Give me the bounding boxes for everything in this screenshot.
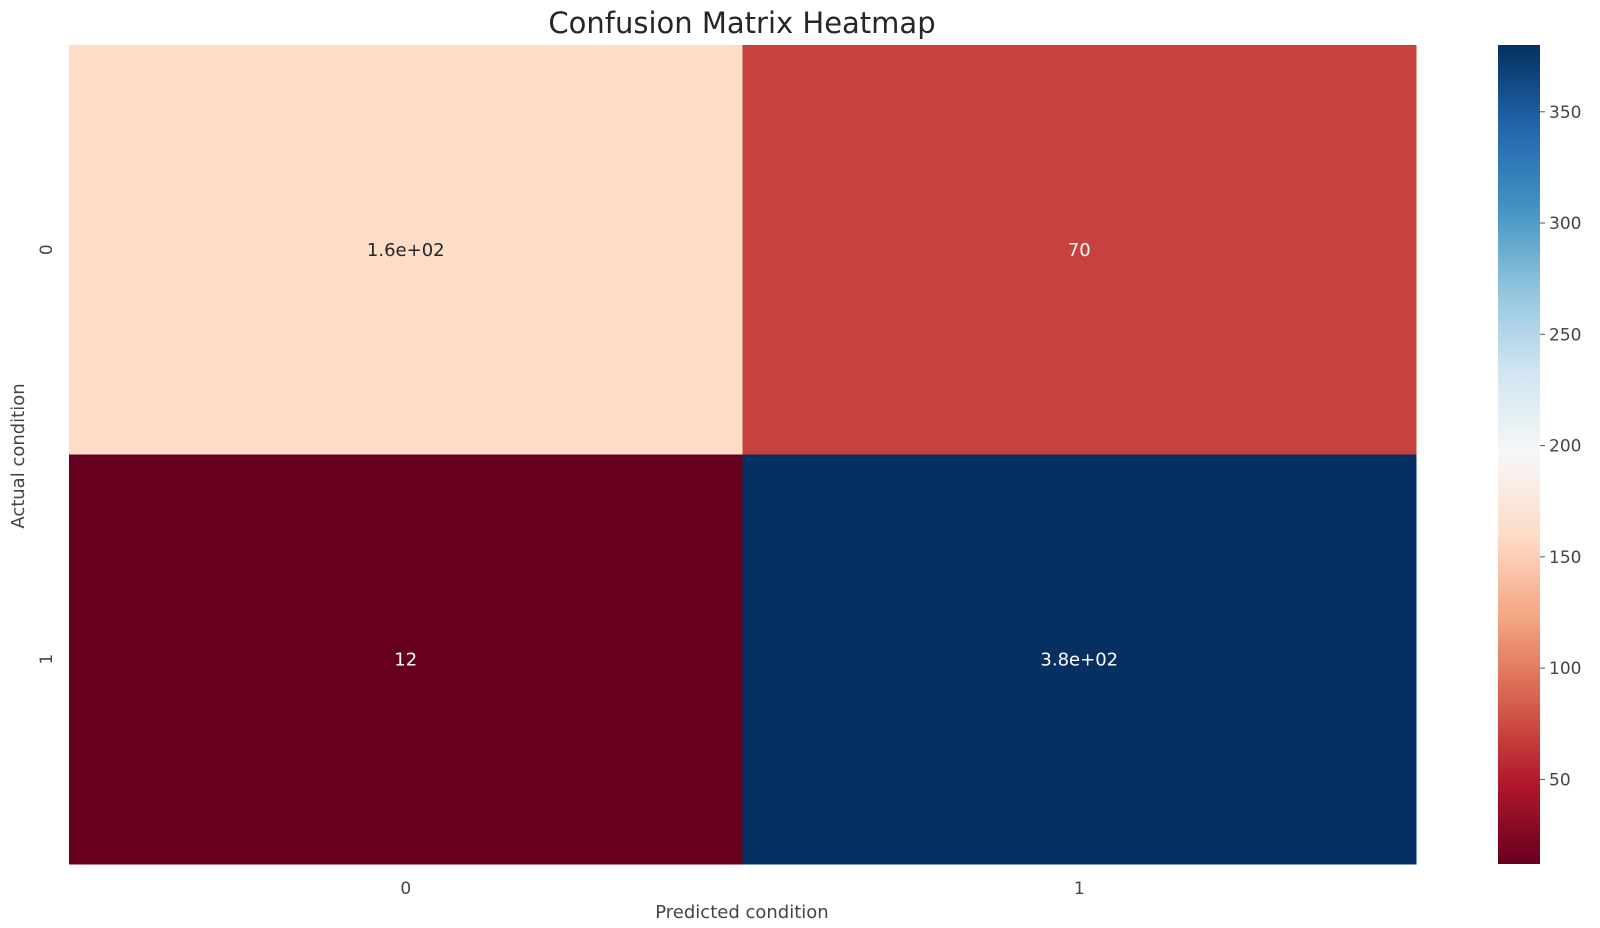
cell-annotation-1-1: 3.8e+02	[1040, 649, 1118, 670]
heatmap-cells	[69, 45, 1417, 865]
x-axis-label: Predicted condition	[655, 902, 828, 923]
x-tick-label: 0	[400, 879, 411, 899]
heatmap-cell-1-0	[69, 454, 743, 865]
colorbar-ticks: 50 100 150 200 250 300 350	[1540, 103, 1581, 790]
colorbar-tick-label: 350	[1549, 103, 1581, 123]
y-axis-label: Actual condition	[8, 383, 29, 528]
chart-title: Confusion Matrix Heatmap	[548, 6, 935, 40]
colorbar	[1498, 45, 1540, 864]
colorbar-tick-label: 300	[1549, 214, 1581, 234]
y-tick-label: 1	[37, 654, 57, 665]
cell-annotation-0-0: 1.6e+02	[367, 240, 445, 261]
y-tick-labels: 01	[37, 244, 57, 664]
y-tick-label: 0	[37, 244, 57, 255]
heatmap-cell-0-1	[742, 45, 1417, 455]
x-tick-label: 1	[1074, 879, 1085, 899]
cell-annotations: 1.6e+02 70 12 3.8e+02	[367, 240, 1118, 671]
heatmap-cell-1-1	[742, 454, 1417, 865]
colorbar-tick-label: 100	[1549, 659, 1581, 679]
heatmap-cell-0-0	[69, 45, 743, 455]
colorbar-tick-label: 250	[1549, 325, 1581, 345]
colorbar-tick-label: 150	[1549, 548, 1581, 568]
cell-annotation-1-0: 12	[394, 649, 417, 670]
cell-annotation-0-1: 70	[1068, 240, 1091, 261]
colorbar-tick-label: 200	[1549, 437, 1581, 457]
colorbar-tick-label: 50	[1549, 770, 1571, 790]
